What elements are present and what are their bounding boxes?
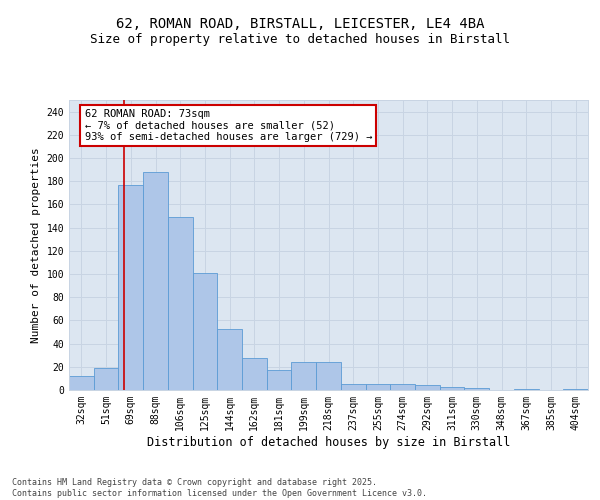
X-axis label: Distribution of detached houses by size in Birstall: Distribution of detached houses by size … (147, 436, 510, 448)
Bar (440, 386, 464, 390)
Bar (464, 388, 489, 390)
Bar (390, 384, 415, 390)
Bar (242, 358, 267, 390)
Bar (193, 273, 217, 390)
Text: 62 ROMAN ROAD: 73sqm
← 7% of detached houses are smaller (52)
93% of semi-detach: 62 ROMAN ROAD: 73sqm ← 7% of detached ho… (85, 108, 372, 142)
Bar (292, 362, 316, 390)
Bar (168, 217, 193, 390)
Bar (341, 384, 365, 390)
Bar (69, 376, 94, 390)
Bar (563, 389, 588, 390)
Text: Size of property relative to detached houses in Birstall: Size of property relative to detached ho… (90, 32, 510, 46)
Y-axis label: Number of detached properties: Number of detached properties (31, 147, 41, 343)
Bar (415, 386, 440, 390)
Bar (316, 362, 341, 390)
Bar (217, 328, 242, 390)
Text: 62, ROMAN ROAD, BIRSTALL, LEICESTER, LE4 4BA: 62, ROMAN ROAD, BIRSTALL, LEICESTER, LE4… (116, 18, 484, 32)
Text: Contains HM Land Registry data © Crown copyright and database right 2025.
Contai: Contains HM Land Registry data © Crown c… (12, 478, 427, 498)
Bar (267, 370, 292, 390)
Bar (143, 172, 168, 390)
Bar (94, 368, 118, 390)
Bar (118, 184, 143, 390)
Bar (514, 389, 539, 390)
Bar (365, 384, 390, 390)
